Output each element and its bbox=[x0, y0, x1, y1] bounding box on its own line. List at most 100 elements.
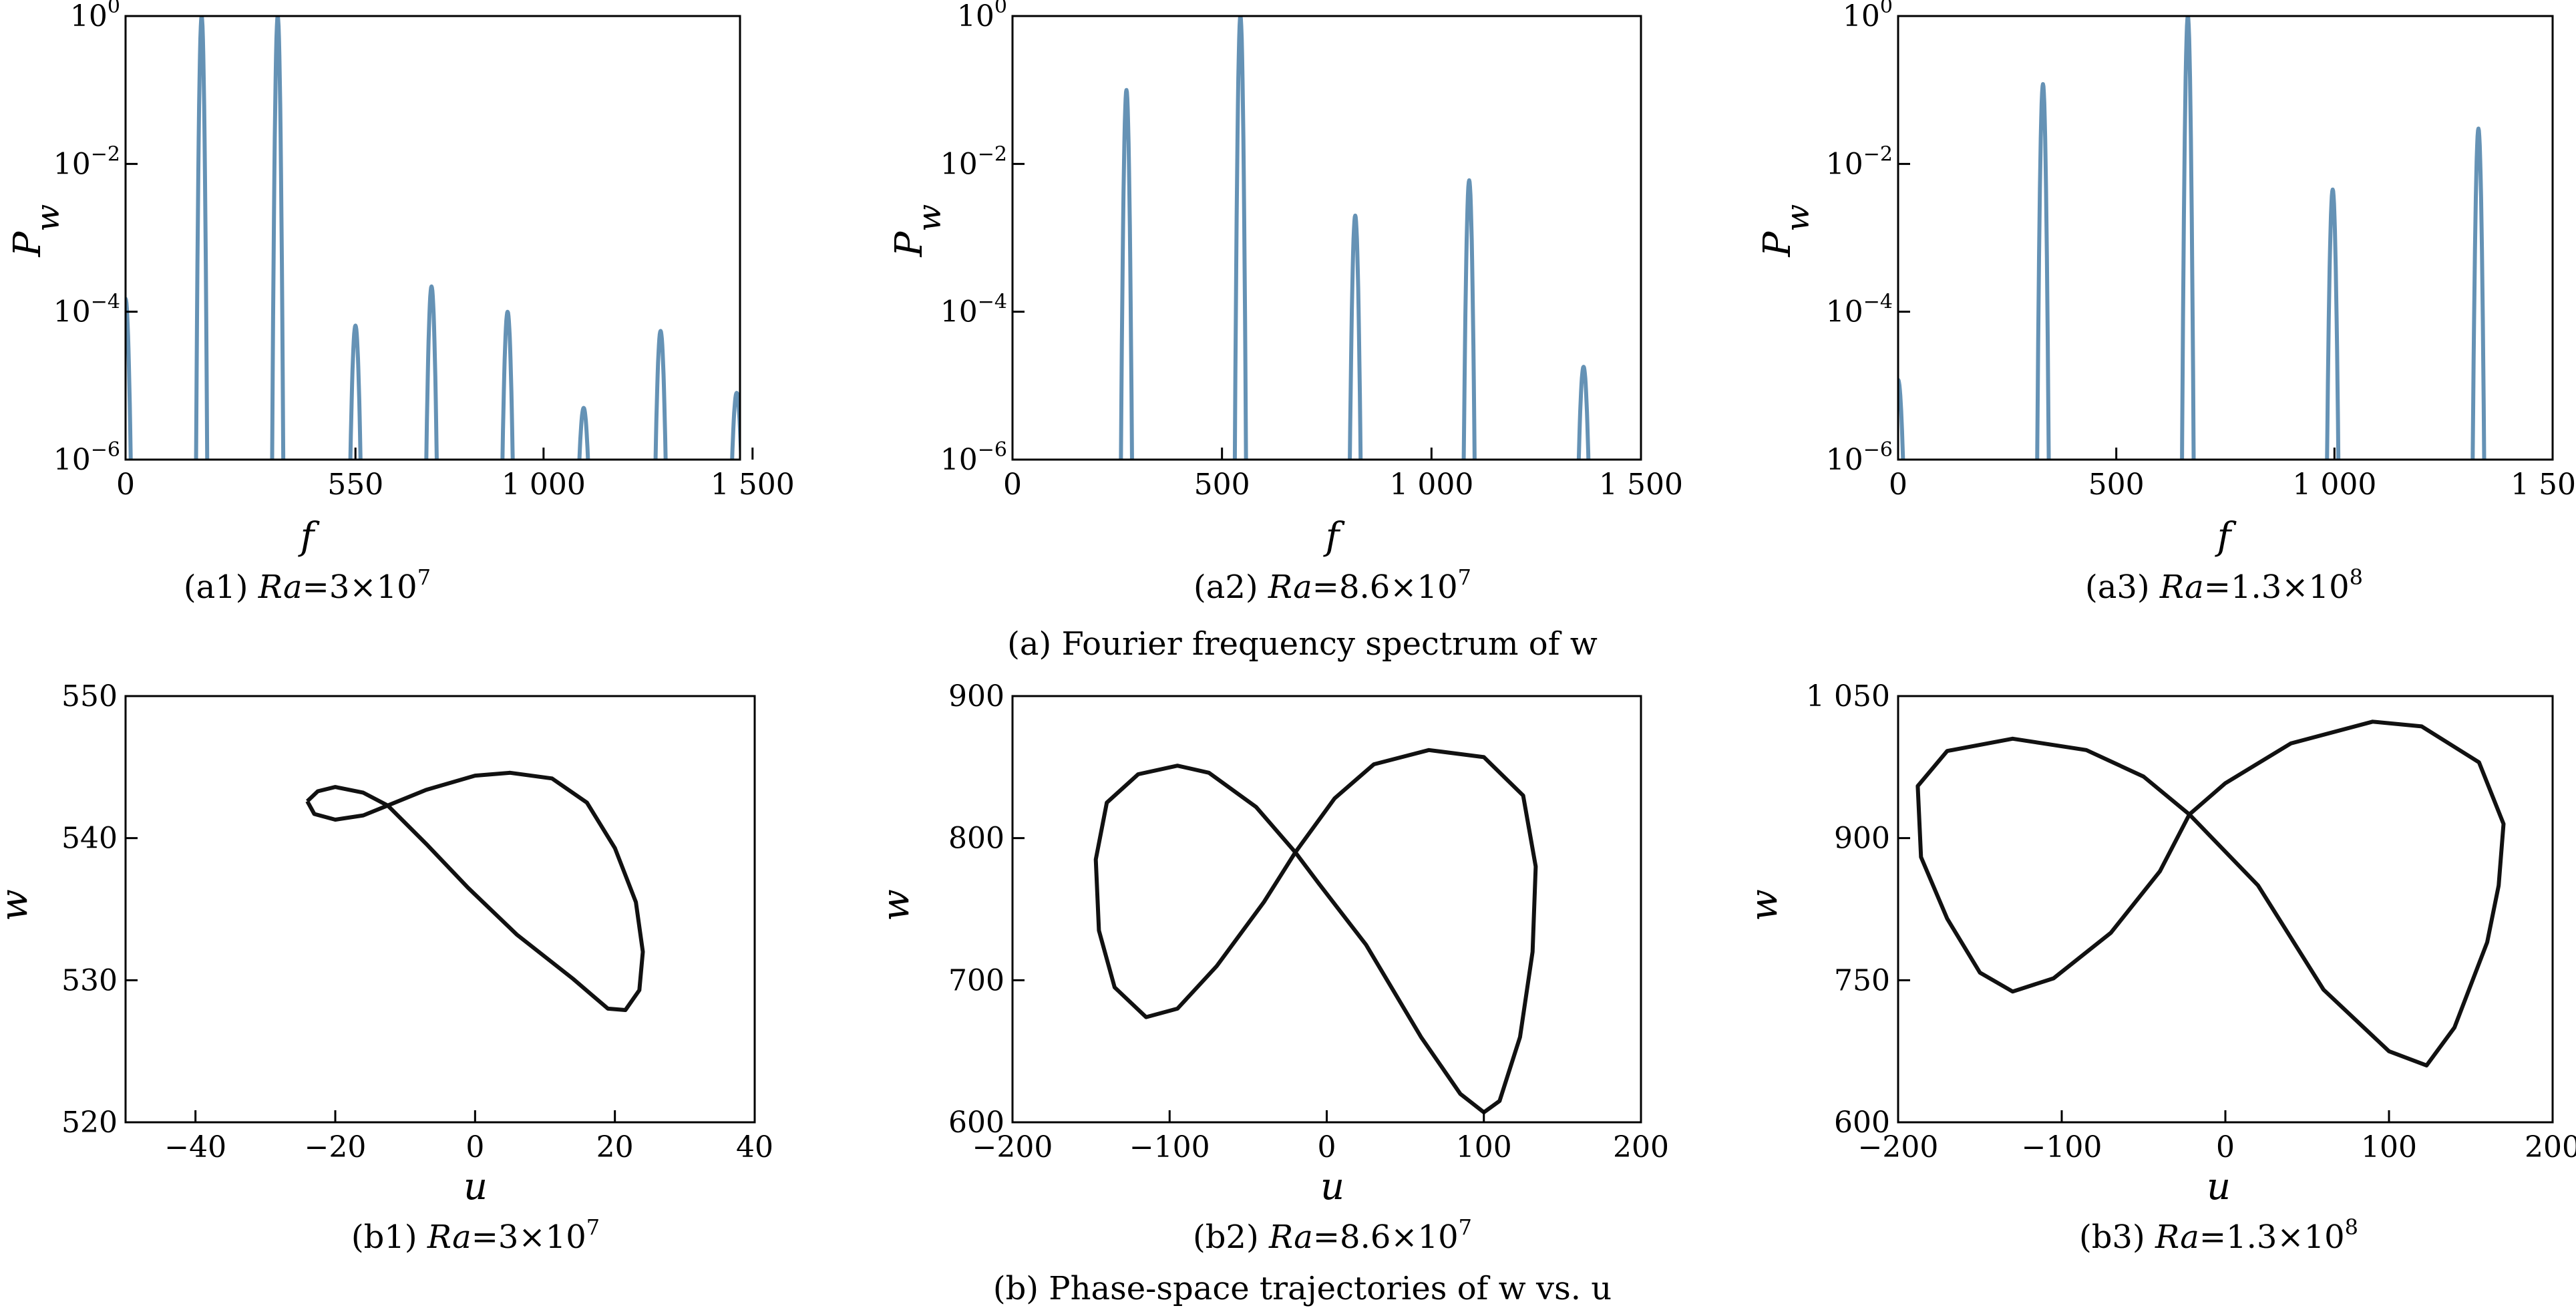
x-tick-label-a1-3: 1 500 bbox=[711, 468, 795, 502]
panel-a2: 0 500 1 000 1 500 10−6 10−4 10−2 100 Pw f (a2) … bbox=[888, 0, 1683, 606]
spectrum-peak-a3-4 bbox=[2470, 126, 2487, 460]
y-tick-label-a3-1: 10−4 bbox=[1826, 291, 1893, 329]
y-tick-label-b2-1: 700 bbox=[948, 963, 1004, 997]
spectrum-peak-a3-3 bbox=[2325, 187, 2341, 460]
caption-a1: (a1) Ra=3×107 bbox=[184, 564, 431, 606]
y-tick-label-b3-3: 1 050 bbox=[1806, 679, 1890, 713]
y-tick-label-b1-3: 550 bbox=[61, 679, 118, 713]
x-tick-label-b3-2: 0 bbox=[2216, 1130, 2235, 1164]
spectrum-peak-a1-3 bbox=[348, 323, 363, 460]
y-tick-label-a2-0: 10−6 bbox=[940, 438, 1007, 477]
x-tick-label-b1-1: −20 bbox=[305, 1130, 367, 1164]
y-axis-label-a3: Pw bbox=[1756, 204, 1817, 258]
x-axis-label-a2: f bbox=[1323, 515, 1346, 558]
x-tick-label-b1-4: 40 bbox=[736, 1130, 773, 1164]
y-tick-label-b3-1: 750 bbox=[1834, 963, 1890, 997]
x-tick-label-b3-3: 100 bbox=[2361, 1130, 2417, 1164]
x-tick-label-b3-4: 200 bbox=[2525, 1130, 2576, 1164]
caption-row-a: (a) Fourier frequency spectrum of w bbox=[1007, 625, 1598, 663]
plot-frame-b1 bbox=[124, 695, 756, 1124]
y-tick-label-b3-2: 900 bbox=[1834, 822, 1890, 856]
panel-b1: −40 −20 0 20 40 520 530 540 550 w u (b1) Ra=3×10… bbox=[0, 679, 773, 1256]
spectrum-peak-a1-2 bbox=[270, 16, 286, 460]
plot-frame-a1 bbox=[124, 15, 741, 461]
trajectory-plot-b3: −200 −100 0 100 200 600 750 900 1 050 bbox=[1806, 679, 2576, 1164]
spectrum-peak-a2-2 bbox=[1348, 213, 1363, 460]
plot-frame-a2 bbox=[1011, 15, 1642, 461]
caption-row-b: (b) Phase-space trajectories of w vs. u bbox=[993, 1270, 1612, 1307]
x-tick-label-b1-2: 0 bbox=[466, 1130, 484, 1164]
x-tick-label-b2-2: 0 bbox=[1318, 1130, 1336, 1164]
y-tick-label-a3-3: 100 bbox=[1843, 0, 1893, 33]
y-axis-label-a1: Pw bbox=[6, 204, 67, 258]
x-tick-label-b1-0: −40 bbox=[164, 1130, 226, 1164]
panel-a3: 0 500 1 000 1 500 10−6 10−4 10−2 100 Pw f (a3) … bbox=[1756, 0, 2576, 606]
panel-b2: −200 −100 0 100 200 600 700 800 900 w u (b2) Ra=… bbox=[874, 679, 1669, 1256]
x-tick-label-a3-3: 1 500 bbox=[2511, 468, 2576, 502]
spectrum-peak-a1-0 bbox=[126, 297, 133, 460]
x-tick-label-b2-4: 200 bbox=[1613, 1130, 1669, 1164]
y-tick-label-a3-0: 10−6 bbox=[1826, 438, 1893, 477]
spectrum-peak-a2-4 bbox=[1576, 365, 1591, 460]
y-axis-label-a2: Pw bbox=[888, 204, 948, 258]
x-axis-label-b1: u bbox=[464, 1165, 488, 1208]
x-tick-label-a2-2: 1 000 bbox=[1389, 468, 1473, 502]
x-axis-label-b2: u bbox=[1320, 1165, 1344, 1208]
spectrum-peak-a1-7 bbox=[653, 329, 668, 460]
caption-a2: (a2) Ra=8.6×107 bbox=[1193, 564, 1471, 606]
spectrum-plot-a1: 0 550 1 000 1 500 10−6 10−4 10−2 100 bbox=[53, 0, 795, 502]
caption-b2: (b2) Ra=8.6×107 bbox=[1193, 1214, 1472, 1256]
plot-frame-b3 bbox=[1897, 695, 2554, 1124]
y-axis-label-b2: w bbox=[874, 889, 918, 921]
x-tick-label-b3-0: −200 bbox=[1858, 1130, 1939, 1164]
x-tick-label-a3-0: 0 bbox=[1889, 468, 1907, 502]
spectrum-peak-a3-0 bbox=[1898, 377, 1905, 460]
y-axis-label-b3: w bbox=[1742, 889, 1786, 921]
x-axis-label-a1: f bbox=[298, 515, 321, 558]
x-tick-label-b2-3: 100 bbox=[1456, 1130, 1512, 1164]
y-tick-label-a1-2: 10−2 bbox=[53, 142, 120, 181]
plot-frame-b2 bbox=[1011, 695, 1642, 1124]
y-axis-label-b1: w bbox=[0, 889, 36, 921]
trajectory-line-b3 bbox=[1915, 719, 2506, 1067]
x-tick-label-a1-2: 1 000 bbox=[502, 468, 586, 502]
y-tick-label-a1-0: 10−6 bbox=[53, 438, 120, 477]
y-tick-label-b1-1: 530 bbox=[61, 963, 118, 997]
y-tick-label-a3-2: 10−2 bbox=[1826, 142, 1893, 181]
spectrum-peak-a3-2 bbox=[2180, 16, 2196, 460]
spectrum-peak-a1-8 bbox=[730, 391, 740, 460]
x-tick-label-b3-1: −100 bbox=[2022, 1130, 2102, 1164]
spectrum-peak-a2-1 bbox=[1232, 16, 1248, 460]
spectrum-peak-a1-5 bbox=[500, 309, 515, 460]
spectrum-peak-a2-0 bbox=[1119, 88, 1134, 460]
y-tick-label-b1-2: 540 bbox=[61, 822, 118, 856]
spectrum-peak-a3-1 bbox=[2035, 81, 2051, 460]
x-axis-label-a3: f bbox=[2215, 515, 2237, 558]
spectrum-plot-a3: 0 500 1 000 1 500 10−6 10−4 10−2 100 bbox=[1826, 0, 2576, 502]
y-tick-label-b2-2: 800 bbox=[948, 822, 1004, 856]
y-tick-label-a1-1: 10−4 bbox=[53, 291, 120, 329]
spectrum-peak-a2-3 bbox=[1461, 178, 1477, 460]
y-tick-label-b2-3: 900 bbox=[948, 679, 1004, 713]
trajectory-line-b2 bbox=[1093, 748, 1538, 1115]
x-tick-label-b2-0: −200 bbox=[972, 1130, 1053, 1164]
x-axis-label-b3: u bbox=[2207, 1165, 2231, 1208]
y-tick-label-a1-3: 100 bbox=[70, 0, 120, 33]
x-tick-label-a3-2: 1 000 bbox=[2292, 468, 2376, 502]
y-tick-label-b3-0: 600 bbox=[1834, 1106, 1890, 1140]
spectrum-plot-a2: 0 500 1 000 1 500 10−6 10−4 10−2 100 bbox=[940, 0, 1683, 502]
y-tick-label-b1-0: 520 bbox=[61, 1106, 118, 1140]
plot-frame-a3 bbox=[1897, 15, 2554, 461]
trajectory-plot-b1: −40 −20 0 20 40 520 530 540 550 bbox=[61, 679, 773, 1164]
panel-b3: −200 −100 0 100 200 600 750 900 1 050 w u (b3) R… bbox=[1742, 679, 2576, 1256]
trajectory-line-b1 bbox=[305, 770, 645, 1012]
caption-b1: (b1) Ra=3×107 bbox=[351, 1214, 600, 1256]
y-tick-label-a2-2: 10−2 bbox=[940, 142, 1007, 181]
y-tick-label-a2-1: 10−4 bbox=[940, 291, 1007, 329]
spectrum-peak-a1-6 bbox=[577, 405, 590, 460]
x-tick-label-a2-0: 0 bbox=[1003, 468, 1022, 502]
y-tick-label-a2-3: 100 bbox=[957, 0, 1007, 33]
panel-a1: 0 550 1 000 1 500 10−6 10−4 10−2 100 Pw f (a1) … bbox=[6, 0, 795, 606]
x-tick-label-a2-3: 1 500 bbox=[1599, 468, 1683, 502]
